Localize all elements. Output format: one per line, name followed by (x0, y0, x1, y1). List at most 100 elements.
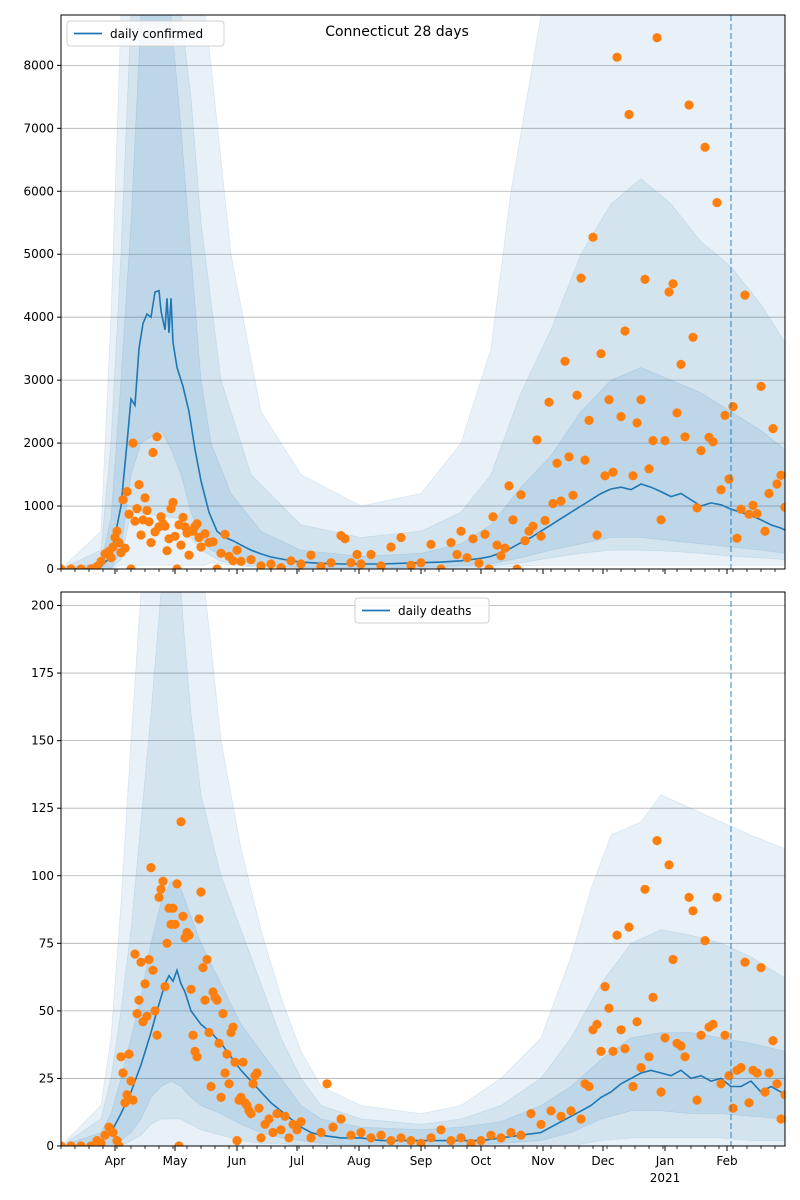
data-point (740, 290, 750, 300)
data-point (696, 446, 706, 456)
data-point (272, 1109, 282, 1119)
data-point (466, 1138, 476, 1146)
data-point (212, 995, 222, 1005)
data-point (136, 530, 146, 540)
data-point (126, 564, 136, 569)
y-tick-label: 50 (39, 1004, 54, 1018)
x-tick-label: Apr (105, 1154, 126, 1168)
data-point (142, 1011, 152, 1021)
data-point (386, 1136, 396, 1146)
confirmed-chart: 0 1000 2000 3000 4000 5000 6000 7000 8000 Connect… (23, 14, 786, 576)
data-point (484, 564, 494, 569)
data-point (776, 1114, 785, 1124)
data-point (740, 957, 750, 967)
data-point (228, 1022, 238, 1032)
data-point (230, 1057, 240, 1067)
data-point (724, 474, 734, 484)
data-point (124, 509, 134, 519)
data-point (716, 485, 726, 495)
x-tick-label: Aug (347, 1154, 370, 1168)
x-tick-label: Jun (227, 1154, 247, 1168)
data-point (496, 1133, 506, 1143)
data-point (676, 1041, 686, 1051)
x-tick-label: May (163, 1154, 188, 1168)
data-point (780, 502, 785, 512)
data-point (604, 1003, 614, 1013)
data-point (608, 1046, 618, 1056)
data-point (612, 52, 622, 62)
data-point (572, 390, 582, 400)
data-point (134, 480, 144, 490)
data-point (114, 1141, 124, 1146)
axes-frame (60, 14, 786, 570)
data-point (644, 1052, 654, 1062)
data-point (596, 1046, 606, 1056)
data-point (176, 817, 186, 827)
y-tick-label: 2000 (23, 436, 54, 450)
data-point (684, 100, 694, 110)
y-tick-label: 6000 (23, 184, 54, 198)
data-point (106, 553, 116, 563)
data-point (144, 954, 154, 965)
data-point (140, 493, 150, 503)
x-tick-label: Oct (471, 1154, 492, 1168)
data-point (122, 1090, 132, 1100)
data-point (232, 545, 242, 555)
data-point (254, 1103, 264, 1113)
data-point (122, 487, 132, 497)
data-point (132, 1009, 142, 1019)
data-point (640, 274, 650, 284)
data-point (216, 1092, 226, 1102)
data-point (508, 515, 518, 525)
data-point (396, 532, 406, 543)
data-point (516, 1130, 526, 1140)
data-point (660, 436, 670, 446)
data-point (446, 1136, 456, 1146)
data-point (644, 464, 654, 474)
data-point (660, 1033, 670, 1043)
data-point (692, 1095, 702, 1105)
data-point (356, 1127, 366, 1138)
data-point (352, 549, 362, 560)
data-point (396, 1133, 406, 1143)
data-point (656, 1087, 666, 1097)
data-point (184, 930, 194, 940)
data-point (536, 1119, 546, 1129)
data-point (264, 1114, 274, 1124)
data-point (632, 1017, 642, 1027)
data-point (266, 559, 276, 569)
y-tick-label: 4000 (23, 310, 54, 324)
plot-area (61, 592, 785, 1146)
data-point (592, 530, 602, 540)
data-point (568, 490, 578, 500)
x-tick-label: Feb (716, 1154, 737, 1168)
data-point (648, 992, 658, 1003)
data-point (76, 1141, 86, 1146)
data-point (708, 437, 718, 447)
deaths-chart: 0 25 50 75 100 125 150 175 200 Apr May Jun Jul Aug Sep… (31, 591, 786, 1185)
data-point (66, 1141, 76, 1146)
data-point (486, 1130, 496, 1140)
data-point (688, 332, 698, 342)
data-point (356, 559, 366, 569)
data-point (108, 1127, 118, 1138)
data-point (688, 906, 698, 916)
data-point (61, 564, 66, 569)
data-point (168, 497, 178, 507)
data-point (76, 564, 86, 569)
data-point (376, 1130, 386, 1140)
data-point (748, 500, 758, 510)
data-point (198, 963, 208, 973)
data-point (276, 563, 286, 569)
data-point (496, 551, 506, 561)
data-point (292, 1125, 302, 1135)
uncertainty-band-outer (61, 15, 785, 569)
data-point (648, 436, 658, 446)
data-point (296, 559, 306, 569)
data-point (156, 884, 166, 894)
data-point (712, 198, 722, 208)
data-point (456, 1133, 466, 1143)
data-point (768, 1036, 778, 1046)
data-point (136, 957, 146, 967)
data-point (732, 533, 742, 543)
